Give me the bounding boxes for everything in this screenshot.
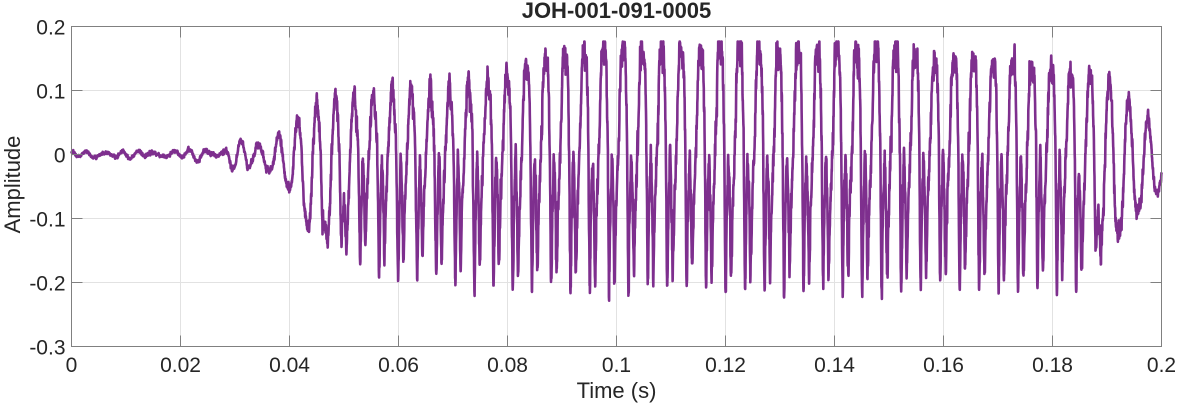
- svg-text:0.08: 0.08: [487, 354, 528, 377]
- svg-text:0.1: 0.1: [602, 354, 631, 377]
- svg-text:Time (s): Time (s): [577, 378, 657, 403]
- svg-text:0: 0: [66, 354, 78, 377]
- svg-text:0: 0: [54, 145, 66, 168]
- svg-text:0.14: 0.14: [814, 354, 855, 377]
- svg-text:0.16: 0.16: [923, 354, 964, 377]
- svg-text:-0.2: -0.2: [29, 273, 65, 296]
- svg-text:0.2: 0.2: [1147, 354, 1176, 377]
- svg-text:0.18: 0.18: [1032, 354, 1073, 377]
- svg-text:0.2: 0.2: [36, 17, 65, 40]
- svg-text:0.02: 0.02: [160, 354, 201, 377]
- svg-text:0.1: 0.1: [36, 81, 65, 104]
- svg-text:JOH-001-091-0005: JOH-001-091-0005: [522, 0, 712, 23]
- svg-text:-0.1: -0.1: [29, 209, 65, 232]
- svg-text:0.12: 0.12: [705, 354, 746, 377]
- svg-text:0.04: 0.04: [269, 354, 310, 377]
- svg-text:0.06: 0.06: [378, 354, 419, 377]
- svg-text:-0.3: -0.3: [29, 337, 65, 360]
- svg-text:Amplitude: Amplitude: [0, 136, 25, 234]
